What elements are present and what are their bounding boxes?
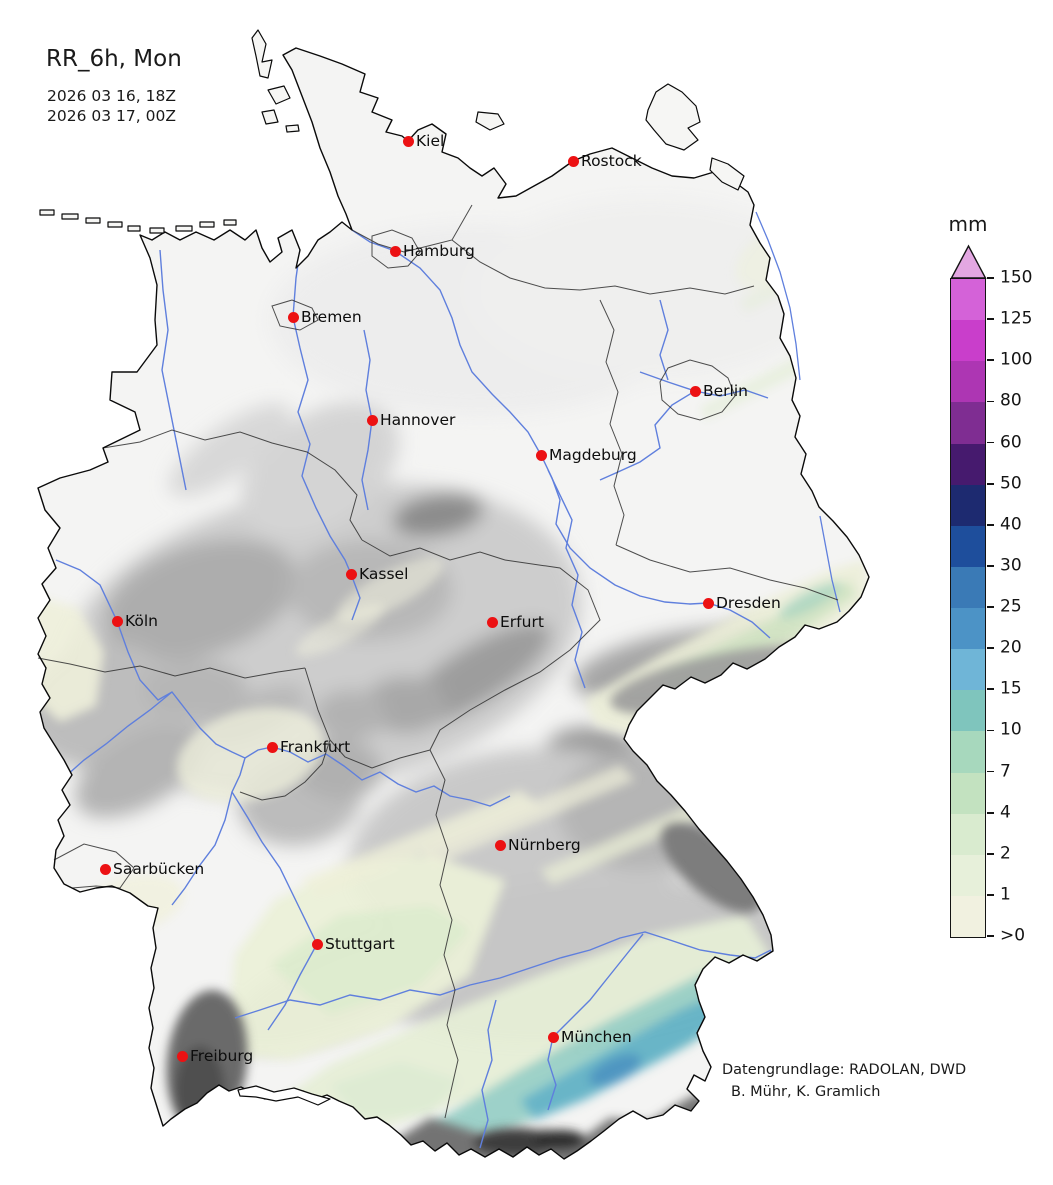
author-credit: B. Mühr, K. Gramlich bbox=[731, 1084, 881, 1100]
colorbar-tick-mark bbox=[987, 688, 994, 691]
rivers-outside-border bbox=[755, 211, 841, 613]
colorbar-tick-mark bbox=[987, 482, 994, 485]
colorbar-segment bbox=[951, 484, 985, 526]
colorbar-tick-label: 20 bbox=[1000, 637, 1022, 658]
colorbar-tick-label: 50 bbox=[1000, 473, 1022, 494]
colorbar-segment bbox=[951, 279, 985, 321]
state-borders-layer bbox=[37, 204, 839, 1119]
page-title: RR_6h, Mon bbox=[46, 46, 182, 72]
colorbar-segment bbox=[951, 402, 985, 444]
colorbar-tick-mark bbox=[987, 894, 994, 896]
colorbar-tick-mark bbox=[987, 811, 994, 814]
colorbar-segment bbox=[951, 649, 985, 691]
colorbar-tick-label: 40 bbox=[1000, 514, 1022, 535]
colorbar-tick-mark bbox=[987, 318, 994, 320]
colorbar-tick-mark bbox=[987, 770, 994, 773]
validity-period: 2026 03 16, 18Z 2026 03 17, 00Z bbox=[47, 86, 176, 126]
colorbar-tick-mark bbox=[987, 277, 994, 279]
colorbar-tick-label: 25 bbox=[1000, 596, 1022, 617]
colorbar-segment bbox=[951, 320, 985, 362]
colorbar-overflow-arrow-icon bbox=[950, 244, 987, 279]
colorbar-tick-label: 60 bbox=[1000, 432, 1022, 453]
colorbar-tick-label: 10 bbox=[1000, 719, 1022, 740]
date-end: 2026 03 17, 00Z bbox=[47, 107, 176, 125]
colorbar-segment bbox=[951, 443, 985, 485]
colorbar-segment bbox=[951, 690, 985, 732]
colorbar-tick-mark bbox=[987, 400, 994, 403]
colorbar-tick-mark bbox=[987, 935, 994, 937]
colorbar-segment bbox=[951, 895, 985, 937]
colorbar-tick-label: 4 bbox=[1000, 802, 1011, 823]
colorbar-tick-label: 150 bbox=[1000, 267, 1033, 288]
colorbar-tick-label: 80 bbox=[1000, 390, 1022, 411]
islands-layer bbox=[39, 29, 745, 1106]
colorbar-tick-mark bbox=[987, 647, 994, 649]
colorbar-tick-label: 1 bbox=[1000, 884, 1011, 905]
colorbar-tick-mark bbox=[987, 523, 994, 526]
germany-outline bbox=[37, 47, 870, 1160]
colorbar-unit-label: mm bbox=[948, 212, 988, 236]
colorbar-tick-mark bbox=[987, 729, 994, 732]
date-start: 2026 03 16, 18Z bbox=[47, 87, 176, 105]
colorbar-segment bbox=[951, 525, 985, 567]
colorbar-segment bbox=[951, 731, 985, 773]
colorbar-segment bbox=[951, 772, 985, 814]
colorbar-segment bbox=[951, 361, 985, 403]
colorbar-tick-label: 15 bbox=[1000, 678, 1022, 699]
colorbar-tick-mark bbox=[987, 606, 994, 608]
colorbar-tick-mark bbox=[987, 441, 994, 444]
colorbar-tick-mark bbox=[987, 852, 994, 855]
colorbar-segment bbox=[951, 813, 985, 855]
colorbar-tick-label: 7 bbox=[1000, 761, 1011, 782]
colorbar-scale bbox=[950, 278, 986, 938]
colorbar-tick-mark bbox=[987, 565, 994, 567]
colorbar-segment bbox=[951, 854, 985, 896]
colorbar-tick-mark bbox=[987, 359, 994, 362]
colorbar-tick-label: 30 bbox=[1000, 555, 1022, 576]
data-source-credit: Datengrundlage: RADOLAN, DWD bbox=[722, 1062, 967, 1078]
colorbar-segment bbox=[951, 566, 985, 608]
colorbar-tick-label: 2 bbox=[1000, 843, 1011, 864]
colorbar-tick-label: 125 bbox=[1000, 308, 1033, 329]
colorbar-tick-label: >0 bbox=[1000, 925, 1026, 946]
colorbar-tick-label: 100 bbox=[1000, 349, 1033, 370]
colorbar-segment bbox=[951, 608, 985, 650]
